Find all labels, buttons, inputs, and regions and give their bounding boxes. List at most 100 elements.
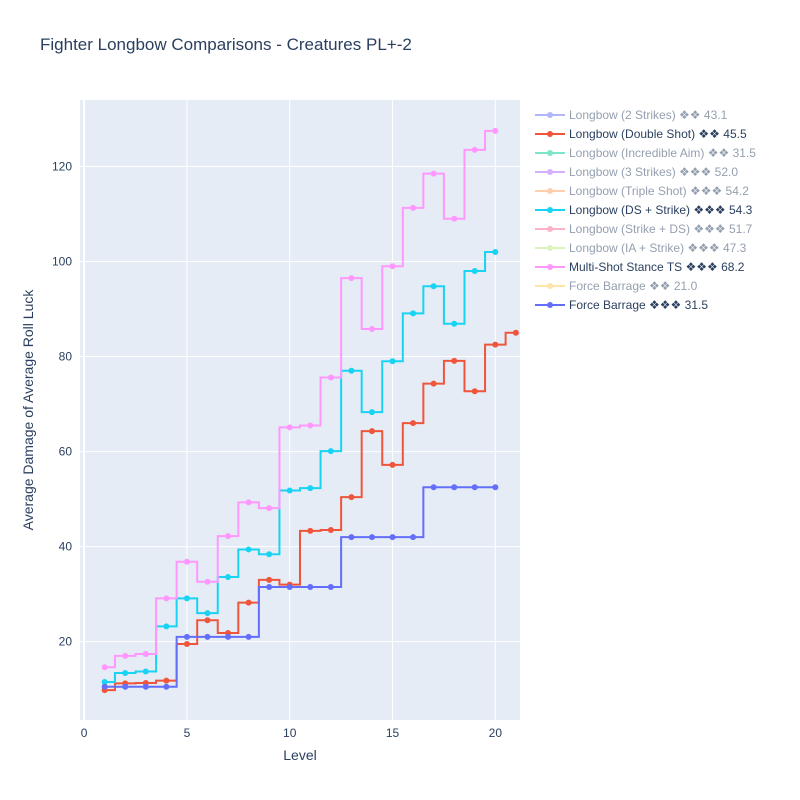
y-tick-label: 60 bbox=[59, 445, 73, 459]
data-point[interactable] bbox=[471, 268, 478, 275]
data-point[interactable] bbox=[245, 633, 252, 640]
data-point[interactable] bbox=[492, 249, 499, 256]
data-point[interactable] bbox=[122, 669, 129, 676]
data-point[interactable] bbox=[286, 583, 293, 590]
data-point[interactable] bbox=[266, 551, 273, 558]
data-point[interactable] bbox=[492, 484, 499, 491]
data-point[interactable] bbox=[410, 310, 417, 317]
x-tick-label: 10 bbox=[283, 726, 297, 740]
data-point[interactable] bbox=[163, 683, 170, 690]
data-point[interactable] bbox=[451, 215, 458, 222]
data-point[interactable] bbox=[389, 461, 396, 468]
data-point[interactable] bbox=[204, 617, 211, 624]
legend-label: Longbow (IA + Strike) ❖❖❖ 47.3 bbox=[569, 241, 747, 255]
data-point[interactable] bbox=[451, 357, 458, 364]
data-point[interactable] bbox=[286, 424, 293, 431]
data-point[interactable] bbox=[368, 325, 375, 332]
data-point[interactable] bbox=[183, 558, 190, 565]
data-point[interactable] bbox=[410, 204, 417, 211]
data-point[interactable] bbox=[512, 329, 519, 336]
data-point[interactable] bbox=[451, 320, 458, 327]
data-point[interactable] bbox=[430, 170, 437, 177]
legend-item[interactable]: Multi-Shot Stance TS ❖❖❖ 68.2 bbox=[535, 260, 745, 274]
legend-item[interactable]: Longbow (Strike + DS) ❖❖❖ 51.7 bbox=[535, 222, 753, 236]
legend-item[interactable]: Longbow (Incredible Aim) ❖❖ 31.5 bbox=[535, 146, 756, 160]
data-point[interactable] bbox=[204, 578, 211, 585]
data-point[interactable] bbox=[327, 583, 334, 590]
y-axis-label: Average Damage of Average Roll Luck bbox=[20, 289, 36, 531]
data-point[interactable] bbox=[348, 275, 355, 282]
data-point[interactable] bbox=[225, 533, 232, 540]
series-8 bbox=[101, 127, 499, 671]
data-point[interactable] bbox=[307, 485, 314, 492]
data-point[interactable] bbox=[368, 534, 375, 541]
data-point[interactable] bbox=[266, 583, 273, 590]
data-point[interactable] bbox=[430, 283, 437, 290]
data-point[interactable] bbox=[307, 583, 314, 590]
data-point[interactable] bbox=[471, 484, 478, 491]
data-point[interactable] bbox=[101, 678, 108, 685]
plot-area[interactable] bbox=[80, 100, 520, 720]
data-point[interactable] bbox=[225, 573, 232, 580]
data-point[interactable] bbox=[142, 650, 149, 657]
legend-item[interactable]: Longbow (IA + Strike) ❖❖❖ 47.3 bbox=[535, 241, 747, 255]
data-point[interactable] bbox=[307, 527, 314, 534]
data-point[interactable] bbox=[101, 664, 108, 671]
data-point[interactable] bbox=[163, 623, 170, 630]
data-point[interactable] bbox=[245, 499, 252, 506]
data-point[interactable] bbox=[225, 633, 232, 640]
data-point[interactable] bbox=[451, 484, 458, 491]
legend-item[interactable]: Longbow (Double Shot) ❖❖ 45.5 bbox=[535, 127, 747, 141]
data-point[interactable] bbox=[122, 683, 129, 690]
data-point[interactable] bbox=[430, 380, 437, 387]
data-point[interactable] bbox=[183, 595, 190, 602]
data-point[interactable] bbox=[266, 505, 273, 512]
data-point[interactable] bbox=[142, 668, 149, 675]
data-point[interactable] bbox=[368, 428, 375, 435]
data-point[interactable] bbox=[348, 494, 355, 501]
data-point[interactable] bbox=[368, 409, 375, 416]
data-point[interactable] bbox=[204, 633, 211, 640]
data-point[interactable] bbox=[389, 534, 396, 541]
data-point[interactable] bbox=[471, 388, 478, 395]
data-point[interactable] bbox=[266, 576, 273, 583]
data-point[interactable] bbox=[471, 146, 478, 153]
legend-item[interactable]: Longbow (DS + Strike) ❖❖❖ 54.3 bbox=[535, 203, 753, 217]
x-tick-label: 0 bbox=[81, 726, 88, 740]
legend-item[interactable]: Longbow (Triple Shot) ❖❖❖ 54.2 bbox=[535, 184, 749, 198]
legend-swatch-marker bbox=[547, 226, 553, 232]
data-point[interactable] bbox=[245, 599, 252, 606]
data-point[interactable] bbox=[348, 534, 355, 541]
data-point[interactable] bbox=[492, 341, 499, 348]
data-point[interactable] bbox=[142, 683, 149, 690]
data-point[interactable] bbox=[430, 484, 437, 491]
data-point[interactable] bbox=[389, 358, 396, 365]
data-point[interactable] bbox=[245, 546, 252, 553]
data-point[interactable] bbox=[492, 127, 499, 134]
data-point[interactable] bbox=[122, 652, 129, 659]
data-point[interactable] bbox=[410, 534, 417, 541]
data-point[interactable] bbox=[204, 610, 211, 617]
series-layer bbox=[101, 127, 519, 694]
data-point[interactable] bbox=[327, 374, 334, 381]
data-point[interactable] bbox=[410, 420, 417, 427]
data-point[interactable] bbox=[163, 677, 170, 684]
legend-item[interactable]: Force Barrage ❖❖❖ 31.5 bbox=[535, 298, 708, 312]
data-point[interactable] bbox=[286, 487, 293, 494]
data-point[interactable] bbox=[327, 526, 334, 533]
legend-item[interactable]: Longbow (2 Strikes) ❖❖ 43.1 bbox=[535, 108, 728, 122]
data-point[interactable] bbox=[389, 263, 396, 270]
legend-item[interactable]: Longbow (3 Strikes) ❖❖❖ 52.0 bbox=[535, 165, 738, 179]
legend-label: Multi-Shot Stance TS ❖❖❖ 68.2 bbox=[569, 260, 745, 274]
data-point[interactable] bbox=[327, 448, 334, 455]
legend-label: Force Barrage ❖❖ 21.0 bbox=[569, 279, 698, 293]
legend-item[interactable]: Force Barrage ❖❖ 21.0 bbox=[535, 279, 698, 293]
data-point[interactable] bbox=[307, 422, 314, 429]
data-point[interactable] bbox=[183, 633, 190, 640]
data-point[interactable] bbox=[183, 640, 190, 647]
data-point[interactable] bbox=[101, 683, 108, 690]
data-point[interactable] bbox=[348, 367, 355, 374]
grid-lines bbox=[80, 100, 520, 720]
data-point[interactable] bbox=[163, 595, 170, 602]
